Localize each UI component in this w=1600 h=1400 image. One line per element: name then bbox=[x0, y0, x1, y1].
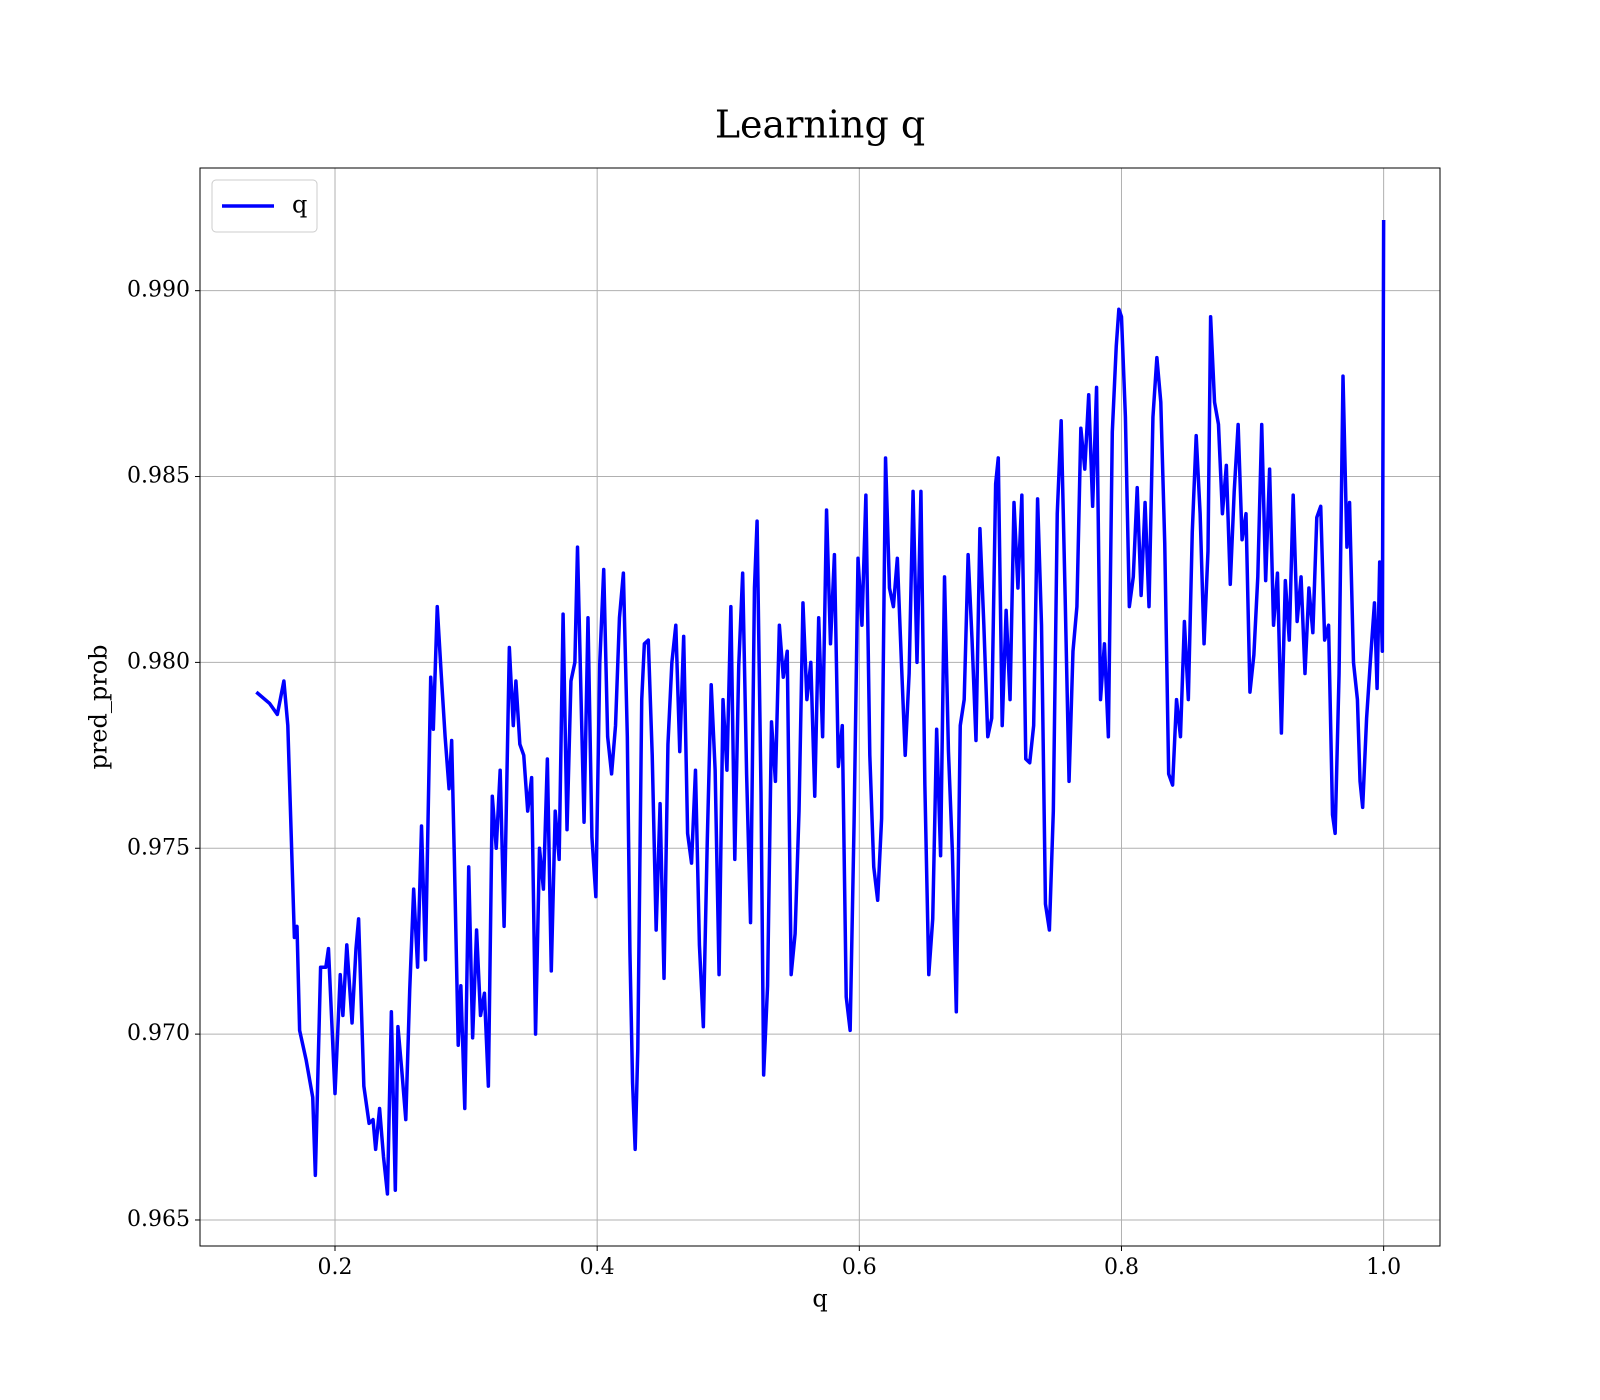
x-tick-label: 0.8 bbox=[1104, 1255, 1139, 1280]
y-tick-label: 0.975 bbox=[127, 835, 190, 860]
x-tick-label: 0.2 bbox=[318, 1255, 353, 1280]
x-tick-label: 0.6 bbox=[842, 1255, 877, 1280]
x-tick-label: 0.4 bbox=[580, 1255, 615, 1280]
chart-title: Learning q bbox=[715, 103, 925, 147]
y-tick-label: 0.985 bbox=[127, 464, 190, 489]
y-tick-label: 0.970 bbox=[127, 1021, 190, 1046]
x-axis-label: q bbox=[812, 1285, 827, 1313]
data-line bbox=[255, 220, 1386, 1196]
plot-frame bbox=[199, 167, 1441, 1247]
legend-label: q bbox=[292, 191, 307, 219]
y-tick-label: 0.980 bbox=[127, 649, 190, 674]
y-tick-label: 0.990 bbox=[127, 278, 190, 303]
y-tick-label: 0.965 bbox=[127, 1207, 190, 1232]
x-tick-label: 1.0 bbox=[1366, 1255, 1401, 1280]
y-axis-label: pred_prob bbox=[85, 644, 113, 769]
